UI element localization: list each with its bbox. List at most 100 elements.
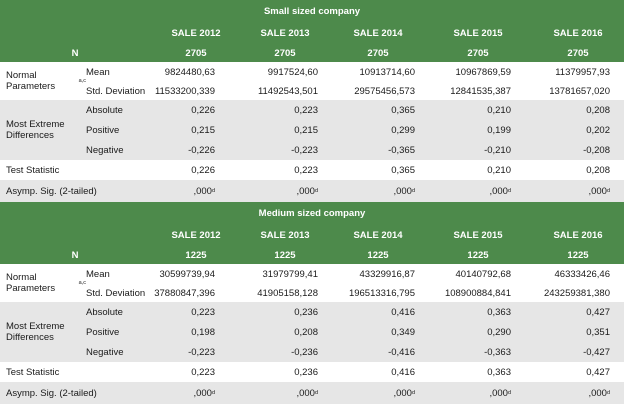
column-header: SALE 2016: [553, 27, 603, 39]
value-text: -0,416: [388, 346, 415, 358]
value-text: 40140792,68: [455, 268, 511, 280]
positive-value: 0,198: [120, 322, 215, 342]
absolute-value: 0,416: [320, 302, 415, 322]
value-text: -0,226: [188, 144, 215, 156]
mean-value: 43329916,87: [320, 264, 415, 284]
value-text: 11533200,339: [154, 85, 215, 97]
std-value: 13781657,020: [515, 82, 610, 100]
value-text: ,000: [489, 185, 508, 197]
mean-value: 10967869,59: [416, 62, 511, 82]
absolute-row: Absolute 0,226 0,223 0,365 0,210 0,208: [0, 100, 624, 120]
positive-value: 0,202: [515, 120, 610, 140]
title-row: Small sized company: [0, 0, 624, 22]
positive-value: 0,351: [515, 322, 610, 342]
value-text: 43329916,87: [359, 268, 415, 280]
value-text: -0,223: [291, 144, 318, 156]
value-text: 0,208: [586, 164, 610, 176]
mean-value: 10913714,60: [320, 62, 415, 82]
test-value: 0,236: [223, 362, 318, 382]
asymp-row: Asymp. Sig. (2-tailed) ,000 d ,000 d ,000 d ,00…: [0, 382, 624, 404]
mean-value: 31979799,41: [223, 264, 318, 284]
value-text: 46333426,46: [554, 268, 610, 280]
absolute-value: 0,223: [223, 100, 318, 120]
test-value: 0,427: [515, 362, 610, 382]
value-text: 13781657,020: [549, 85, 610, 97]
absolute-label: Absolute: [86, 306, 123, 318]
value-text: 0,198: [191, 326, 215, 338]
n-value: 2705: [185, 47, 207, 59]
medium-company-table: Medium sized company SALE 2012 SALE 2013 SA…: [0, 202, 624, 406]
value-text: 41905158,128: [257, 287, 318, 299]
positive-label: Positive: [86, 124, 120, 136]
negative-value: -0,363: [416, 342, 511, 362]
value-text: 0,427: [586, 366, 610, 378]
value-text: ,000: [588, 185, 607, 197]
negative-value: -0,223: [120, 342, 215, 362]
n-row: N 1225 1225 1225 1225 1225: [0, 246, 624, 264]
normal-parameters-text: Normal Parameters: [6, 272, 56, 294]
most-extreme-differences-label: Most Extreme Differences: [6, 321, 65, 343]
asymp-value: ,000 d: [393, 185, 415, 197]
mean-row: Mean 9824480,63 9917524,60 10913714,60 10967…: [0, 62, 624, 82]
asymp-value: ,000 d: [489, 185, 511, 197]
positive-row: Positive 0,215 0,215 0,299 0,199 0,202: [0, 120, 624, 140]
value-text: 0,365: [391, 164, 415, 176]
normal-parameters-label: Normal Parameters a,c: [6, 272, 86, 294]
std-value: 29575456,573: [320, 82, 415, 100]
positive-value: 0,215: [120, 120, 215, 140]
value-text: 29575456,573: [354, 85, 415, 97]
column-header: SALE 2015: [453, 27, 503, 39]
value-text: ,000: [193, 185, 212, 197]
table-title: Small sized company: [263, 5, 361, 17]
positive-value: 0,215: [223, 120, 318, 140]
value-text: 0,223: [294, 164, 318, 176]
asymp-label: Asymp. Sig. (2-tailed): [6, 387, 97, 399]
absolute-value: 0,363: [416, 302, 511, 322]
absolute-label: Absolute: [86, 104, 123, 116]
value-text: ,000: [588, 387, 607, 399]
value-text: 12841535,387: [450, 85, 511, 97]
value-text: ,000: [296, 387, 315, 399]
negative-value: -0,236: [223, 342, 318, 362]
positive-value: 0,290: [416, 322, 511, 342]
asymp-value: ,000 d: [193, 185, 215, 197]
test-value: 0,365: [320, 160, 415, 180]
asymp-row: Asymp. Sig. (2-tailed) ,000 d ,000 d ,000 d ,00…: [0, 180, 624, 202]
n-row: N 2705 2705 2705 2705 2705: [0, 44, 624, 62]
std-value: 37880847,396: [120, 284, 215, 302]
mean-value: 9917524,60: [223, 62, 318, 82]
n-value: 1225: [274, 249, 296, 261]
value-text: -0,363: [484, 346, 511, 358]
normal-parameters-label: Normal Parameters a,c: [6, 70, 86, 92]
negative-value: -0,226: [120, 140, 215, 160]
value-text: 0,299: [391, 124, 415, 136]
value-text: ,000: [193, 387, 212, 399]
asymp-value: ,000 d: [588, 185, 610, 197]
value-text: 108900884,841: [444, 287, 511, 299]
value-text: ,000: [393, 185, 412, 197]
negative-value: -0,208: [515, 140, 610, 160]
column-header: SALE 2014: [353, 27, 403, 39]
absolute-value: 0,223: [120, 302, 215, 322]
value-text: 11492543,501: [257, 85, 318, 97]
test-row: Test Statistic 0,223 0,236 0,416 0,363 0,427: [0, 362, 624, 382]
value-text: -0,365: [388, 144, 415, 156]
mean-value: 46333426,46: [515, 264, 610, 284]
value-text: 0,349: [391, 326, 415, 338]
negative-value: -0,210: [416, 140, 511, 160]
value-text: -0,210: [484, 144, 511, 156]
years-row: SALE 2012 SALE 2013 SALE 2014 SALE 2015 SALE…: [0, 22, 624, 44]
absolute-value: 0,427: [515, 302, 610, 322]
negative-value: -0,365: [320, 140, 415, 160]
asymp-label: Asymp. Sig. (2-tailed): [6, 185, 97, 197]
test-value: 0,223: [120, 362, 215, 382]
n-value: 2705: [567, 47, 589, 59]
value-text: 243259381,380: [543, 287, 610, 299]
value-text: 0,208: [586, 104, 610, 116]
n-value: 2705: [467, 47, 489, 59]
value-text: 0,202: [586, 124, 610, 136]
asymp-value: ,000 d: [296, 185, 318, 197]
value-text: 0,416: [391, 306, 415, 318]
n-value: 2705: [274, 47, 296, 59]
column-header: SALE 2012: [171, 27, 221, 39]
